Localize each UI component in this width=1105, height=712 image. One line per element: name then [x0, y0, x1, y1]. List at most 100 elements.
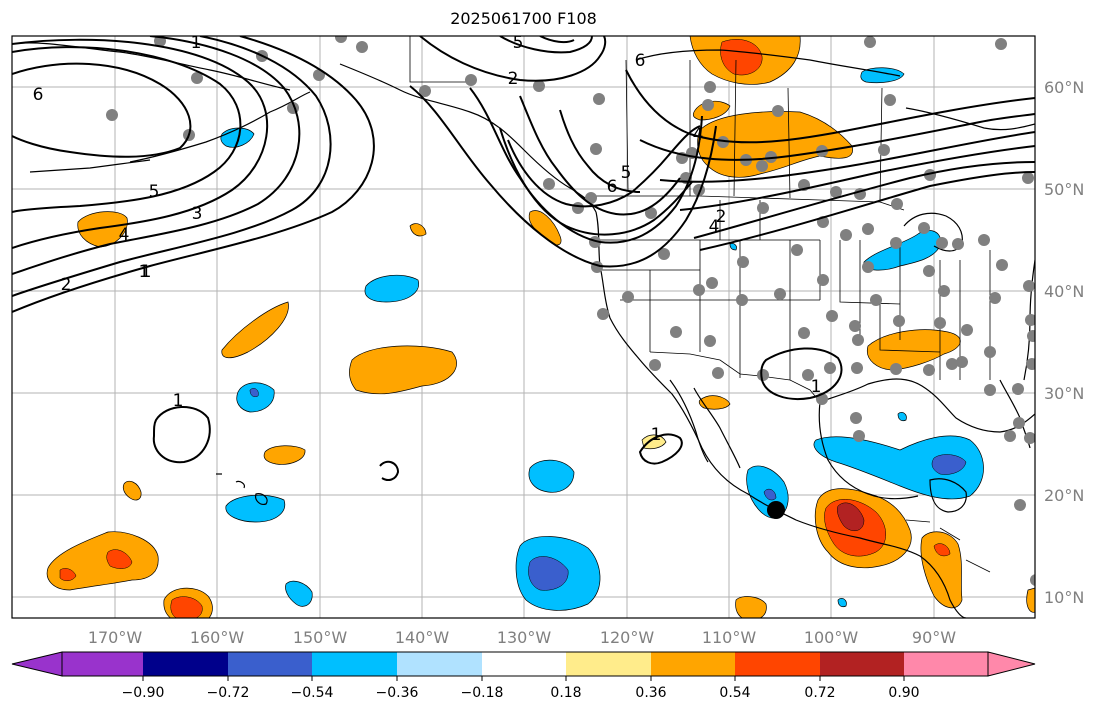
- longitude-label: 140°W: [395, 628, 450, 647]
- colorbar-segment: [904, 652, 988, 676]
- contour-label: 6: [33, 85, 44, 105]
- contour-label: 5: [149, 182, 160, 202]
- core-southwest-2: [59, 568, 77, 581]
- station-dot: [852, 334, 864, 346]
- neg-region-subtrop-2: [236, 382, 275, 413]
- station-dot: [1024, 432, 1035, 444]
- station-dot: [543, 178, 555, 190]
- strong-negative-cores: [249, 388, 967, 591]
- contour-label: 1: [651, 425, 662, 445]
- colorbar-segment: [820, 652, 904, 676]
- neg-region-canada-northeast: [860, 67, 905, 84]
- station-dot: [862, 223, 874, 235]
- longitude-labels: 170°W 160°W 150°W 140°W 130°W 120°W 110°W 100°W…: [88, 628, 956, 647]
- station-dot: [938, 285, 950, 297]
- core-southwest-1: [106, 549, 133, 569]
- contour-label: 2: [61, 275, 72, 295]
- station-dot: [870, 294, 882, 306]
- coast-gulf-of-mexico: [819, 378, 1035, 433]
- station-dot: [702, 99, 714, 111]
- contour-ridge-4: [679, 145, 1035, 211]
- neg-region-small-5: [285, 580, 313, 607]
- pos-region-central-north-pacific: [349, 345, 457, 395]
- station-dot: [737, 256, 749, 268]
- colorbar-segment: [312, 652, 397, 676]
- station-dot: [1030, 574, 1035, 586]
- aleutian-chain: [29, 159, 151, 173]
- station-dot: [757, 202, 769, 214]
- latitude-label: 10°N: [1044, 588, 1084, 607]
- contour-label: 4: [693, 125, 704, 145]
- border-us-mexico: [649, 351, 821, 403]
- pos-region-small-2: [409, 223, 427, 237]
- pos-region-aleutian-west: [77, 211, 128, 248]
- negative-anomaly-shading: [220, 67, 984, 611]
- station-dot: [704, 335, 716, 347]
- island-hawaii-3: [255, 493, 268, 505]
- station-dot: [658, 248, 670, 260]
- colorbar-segment: [62, 652, 143, 676]
- station-dot: [978, 234, 990, 246]
- station-dot: [884, 94, 896, 106]
- pos-region-nw-mexico: [641, 434, 667, 450]
- pos-region-subtrop-1: [221, 301, 289, 359]
- station-dot: [622, 291, 634, 303]
- colorbar-tick-label: 0.90: [888, 685, 919, 701]
- colorbar-segment: [143, 652, 228, 676]
- station-dot: [1013, 417, 1025, 429]
- contour-ridge-1: [625, 69, 1035, 144]
- neg-region-small-8: [729, 243, 737, 251]
- neg-region-gulf-mexico: [813, 435, 984, 500]
- map-frame: [11, 35, 1036, 619]
- latitude-label: 40°N: [1044, 282, 1084, 301]
- station-dot: [853, 430, 865, 442]
- coast-mexico-gulf: [818, 401, 919, 500]
- contour-label: 2: [716, 207, 727, 227]
- coast-pacific-northwest: [595, 211, 967, 618]
- contour-3-trough: [519, 95, 681, 216]
- station-dot: [356, 41, 368, 53]
- core-caribbean: [933, 543, 951, 557]
- station-dot: [465, 74, 477, 86]
- station-dot: [717, 136, 729, 148]
- station-dot: [1025, 314, 1035, 326]
- station-dot: [757, 369, 769, 381]
- colorbar-tick-label: −0.36: [376, 685, 419, 701]
- station-dot: [824, 362, 836, 374]
- station-dot: [989, 292, 1001, 304]
- coast-alaska-panhandle: [339, 63, 597, 213]
- station-dot: [335, 36, 347, 43]
- station-dot: [1014, 499, 1026, 511]
- contour-label: 6: [607, 177, 618, 197]
- colorbar-tick-label: 0.18: [550, 685, 581, 701]
- station-dot: [736, 294, 748, 306]
- contour-ridge-2: [639, 113, 1035, 161]
- contour-label: 1: [191, 33, 202, 53]
- station-dot: [645, 207, 657, 219]
- station-dot: [798, 327, 810, 339]
- longitude-label: 120°W: [600, 628, 655, 647]
- border-alaska-canada: [409, 36, 470, 83]
- station-dot: [840, 229, 852, 241]
- station-dot: [862, 261, 874, 273]
- border-canada-provinces: [625, 59, 883, 201]
- longitude-label: 130°W: [497, 628, 552, 647]
- border-central-america: [905, 519, 991, 573]
- core-canada-north: [720, 39, 763, 76]
- neg-region-small-6: [897, 412, 907, 422]
- station-dot: [826, 310, 838, 322]
- station-dot: [923, 364, 935, 376]
- coast-baja: [669, 379, 709, 463]
- colorbar-tick-label: 0.72: [804, 685, 835, 701]
- station-dot: [791, 244, 803, 256]
- neg-core-equatorial: [528, 556, 569, 591]
- contour-5-trough: [499, 127, 693, 236]
- contour-4-west: [12, 38, 269, 249]
- contour-label: 5: [513, 33, 524, 53]
- contour-1-north: [499, 36, 593, 54]
- station-dot: [106, 109, 118, 121]
- contour-1-southwest: [760, 347, 843, 400]
- contour-6-trough: [507, 125, 701, 208]
- station-dot: [756, 160, 768, 172]
